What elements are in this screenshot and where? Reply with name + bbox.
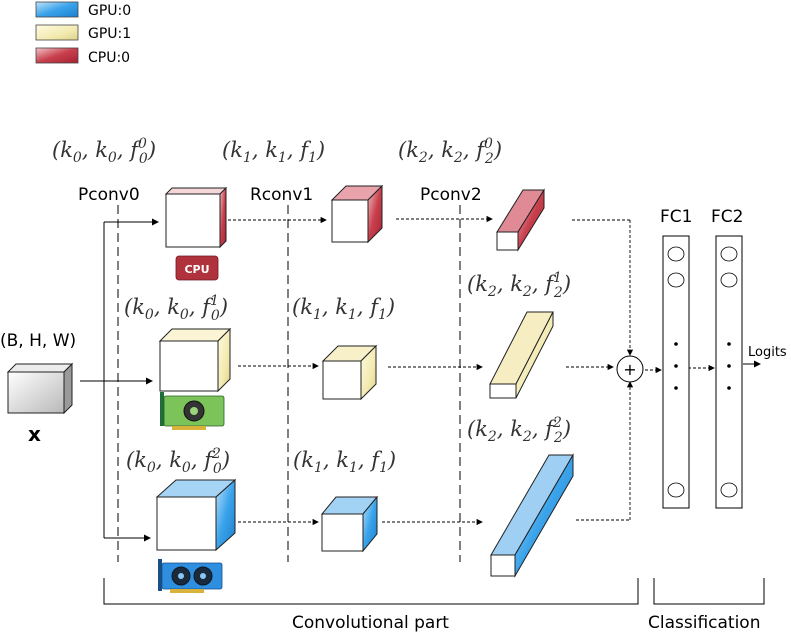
math-row2-pconv2: (k2, k2, f2 2) <box>467 415 571 446</box>
row2-pconv2-block <box>490 453 574 578</box>
row2-pconv0-block <box>155 478 237 552</box>
input-cube <box>6 362 74 415</box>
fc1-label: FC1 <box>660 207 692 227</box>
svg-text:(k2, k2, f02): (k2, k2, f0 2) <box>398 136 502 167</box>
math-row1-pconv2: (k2, k2, f1 2) <box>467 270 571 301</box>
row2-rconv1-block <box>320 495 379 553</box>
fc1-layer <box>662 235 690 509</box>
row1-rconv1-block <box>321 344 378 401</box>
math-row1-rconv1: (k1, k1, f1) <box>292 295 395 323</box>
math-row0-pconv0: (k0, k0, f0 0) <box>52 136 156 167</box>
cpu-chip-icon: CPU <box>175 255 219 281</box>
row1-pconv0-block <box>158 327 232 393</box>
svg-text:(k0, k0, f20): (k0, k0, f2 0) <box>126 446 230 477</box>
math-row1-pconv0: (k0, k0, f1 0) <box>124 293 228 324</box>
svg-text:CPU: CPU <box>184 263 209 276</box>
svg-text:(k1, k1, f1): (k1, k1, f1) <box>293 448 396 476</box>
legend-label-gpu1: GPU:1 <box>88 26 131 42</box>
legend-label-cpu0: CPU:0 <box>88 50 130 66</box>
math-row2-rconv1: (k1, k1, f1) <box>293 448 396 476</box>
math-row0-pconv2: (k2, k2, f0 2) <box>398 136 502 167</box>
legend-label-gpu0: GPU:0 <box>88 3 131 19</box>
logits-label: Logits <box>748 345 787 360</box>
svg-text:+: + <box>623 360 636 379</box>
math-row2-pconv0: (k0, k0, f2 0) <box>126 446 230 477</box>
classification-bracket <box>653 578 765 605</box>
classification-label: Classification <box>648 613 760 632</box>
svg-text:(k0, k0, f10): (k0, k0, f1 0) <box>124 293 228 324</box>
svg-text:(k1, k1, f1): (k1, k1, f1) <box>292 295 395 323</box>
stage-label-pconv2: Pconv2 <box>420 185 482 205</box>
svg-text:(k2, k2, f22): (k2, k2, f2 2) <box>467 415 571 446</box>
legend-swatch-cpu0 <box>35 47 79 64</box>
sum-node: + <box>616 355 644 383</box>
svg-text:(k0, k0, f00): (k0, k0, f0 0) <box>52 136 156 167</box>
fc2-layer <box>715 235 743 509</box>
math-row0-rconv1: (k1, k1, f1) <box>222 138 325 166</box>
stage-label-pconv0: Pconv0 <box>78 185 140 205</box>
legend: GPU:0 GPU:1 CPU:0 <box>35 1 131 66</box>
svg-text:(k2, k2, f12): (k2, k2, f1 2) <box>467 270 571 301</box>
input-shape-label: (B, H, W) <box>0 331 76 351</box>
row1-pconv2-block <box>489 311 554 399</box>
flow-arrows <box>228 215 761 526</box>
legend-swatch-gpu0 <box>35 1 79 18</box>
input-symbol: x <box>28 422 41 446</box>
graphics-card-icon <box>160 392 225 430</box>
row0-rconv1-block <box>330 184 384 244</box>
fc2-label: FC2 <box>711 207 743 227</box>
input-distribution-lines <box>80 218 159 542</box>
svg-text:(k1, k1, f1): (k1, k1, f1) <box>222 138 325 166</box>
graphics-card-icon <box>158 559 223 593</box>
row0-pconv0-block <box>164 186 228 249</box>
stage-label-rconv1: Rconv1 <box>250 185 313 205</box>
legend-swatch-gpu1 <box>35 24 79 41</box>
conv-part-label: Convolutional part <box>292 613 449 632</box>
conv-part-bracket <box>103 578 639 605</box>
row0-pconv2-block <box>496 188 545 252</box>
